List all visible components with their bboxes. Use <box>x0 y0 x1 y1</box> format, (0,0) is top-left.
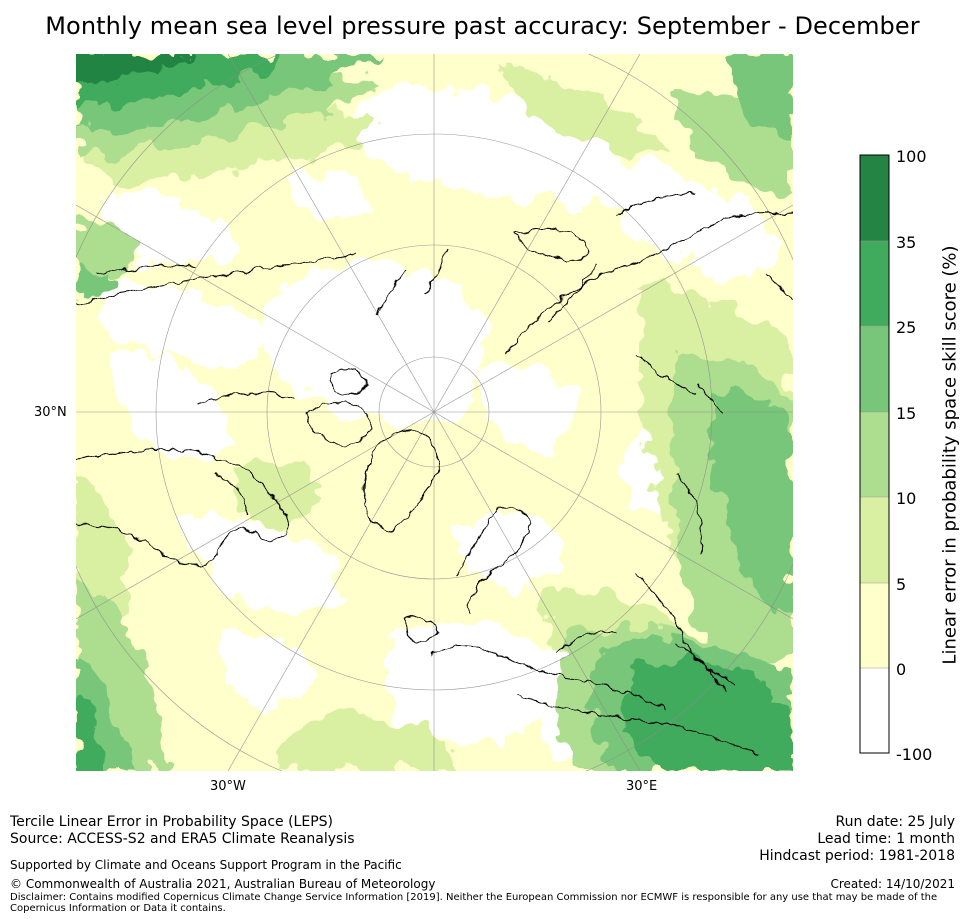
colorbar-tick-100: 100 <box>896 147 927 166</box>
run-date: Run date: 25 July <box>835 814 955 830</box>
method-line: Tercile Linear Error in Probability Spac… <box>10 814 333 830</box>
colorbar-band-25-35 <box>860 241 889 326</box>
map-canvas <box>76 54 793 771</box>
coastlines <box>76 191 793 755</box>
lon-label-30e: 30°E <box>626 779 658 794</box>
colorbar-tick-5: 5 <box>896 575 907 594</box>
colorbar-band-35-100 <box>860 155 889 241</box>
colorbar-band-5-10 <box>860 497 889 583</box>
colorbar-band-neg100-0 <box>860 668 889 753</box>
colorbar-tick-35: 35 <box>896 233 917 252</box>
created-date: Created: 14/10/2021 <box>830 877 955 891</box>
colorbar-tick-neg100: -100 <box>896 745 933 764</box>
colorbar-band-0-5 <box>860 583 889 668</box>
colorbar-tick-10: 10 <box>896 489 917 508</box>
colorbar-tick-15: 15 <box>896 404 917 423</box>
graticule <box>76 54 793 771</box>
hindcast-period: Hindcast period: 1981-2018 <box>759 848 955 864</box>
map-title: Monthly mean sea level pressure past acc… <box>45 12 920 40</box>
colorbar-label: Linear error in probability space skill … <box>939 245 961 665</box>
disclaimer: Disclaimer: Contains modified Copernicus… <box>10 892 938 914</box>
colorbar-band-10-15 <box>860 412 889 497</box>
colorbar-tick-0: 0 <box>896 660 907 679</box>
colorbar <box>859 154 890 754</box>
lon-label-30w: 30°W <box>210 779 246 794</box>
support-line: Supported by Climate and Oceans Support … <box>10 858 402 872</box>
polar-map <box>76 54 793 771</box>
footer-left: Tercile Linear Error in Probability Spac… <box>10 814 355 848</box>
footer-right: Run date: 25 July Lead time: 1 month Hin… <box>759 814 955 865</box>
source-line: Source: ACCESS-S2 and ERA5 Climate Reana… <box>10 831 355 847</box>
lead-time: Lead time: 1 month <box>817 831 955 847</box>
lat-label-30n: 30°N <box>34 405 67 420</box>
colorbar-tick-25: 25 <box>896 318 917 337</box>
colorbar-band-15-25 <box>860 326 889 412</box>
copyright-line: © Commonwealth of Australia 2021, Austra… <box>10 877 436 891</box>
